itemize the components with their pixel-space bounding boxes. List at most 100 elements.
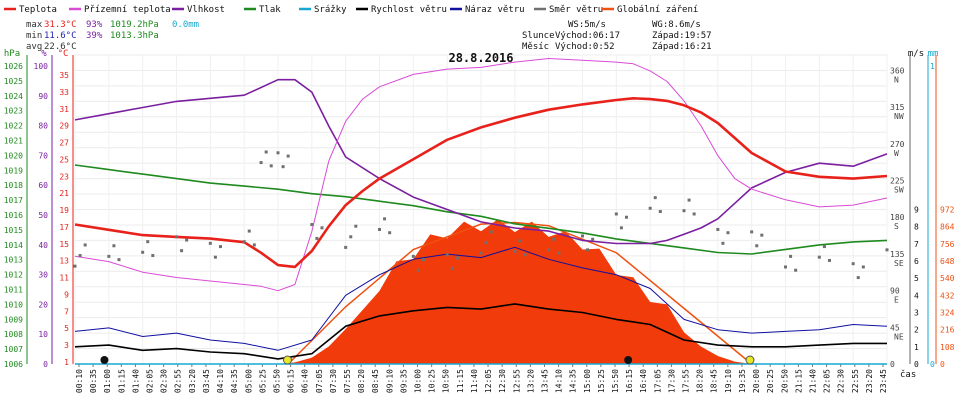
x-tick-label: 12:55 — [512, 369, 521, 393]
wind-direction-point — [851, 262, 855, 266]
temp-tick-label: 17 — [59, 223, 69, 232]
ms-tick-label: 7 — [914, 240, 919, 249]
wind-direction-point — [653, 196, 657, 200]
hpa-tick-label: 1025 — [4, 77, 23, 86]
wind-gust-line — [74, 246, 888, 351]
stats-wg: WG:8.6m/s — [652, 20, 701, 30]
legend-label: Přízemní teplota — [84, 5, 171, 15]
wind-direction-point — [117, 258, 121, 262]
axis-unit: % — [41, 49, 47, 59]
axis-unit: mm — [928, 49, 939, 59]
temp-tick-label: 19 — [59, 206, 69, 215]
x-axis: 00:10 00:35 01:00 01:15 01:40 02:05 02:30 02:55… — [75, 364, 916, 393]
x-tick-label: 10:50 — [442, 369, 451, 393]
dir-tick-label: 0 — [890, 360, 895, 369]
x-tick-label: 04:10 — [216, 369, 225, 393]
temp-tick-label: 25 — [59, 155, 69, 164]
wind-direction-point — [479, 251, 483, 255]
wind-direction-point — [726, 231, 730, 235]
humidity-line — [74, 78, 888, 245]
x-tick-label: 17:30 — [667, 369, 676, 393]
x-tick-label: 14:10 — [555, 369, 564, 393]
temp-tick-label: 5 — [64, 324, 69, 333]
pct-tick-label: 30 — [38, 271, 48, 280]
hpa-tick-label: 1022 — [4, 122, 23, 131]
hpa-tick-label: 1014 — [4, 241, 23, 250]
x-tick-label: 23:20 — [865, 369, 874, 393]
moonset-marker — [624, 356, 633, 364]
hpa-tick-label: 1011 — [4, 286, 23, 295]
dir-tick-label: 360 — [890, 66, 905, 75]
wind-direction-point — [687, 198, 691, 202]
x-tick-label: 07:05 — [315, 369, 324, 393]
hpa-tick-label: 1010 — [4, 300, 23, 309]
wind-direction-point — [141, 250, 145, 254]
wind-direction-point — [523, 253, 527, 257]
x-tick-label: 15:00 — [583, 369, 592, 393]
x-tick-label: 20:00 — [752, 369, 761, 393]
rad-tick-label: 108 — [940, 343, 955, 352]
stats-max-hum: 93% — [86, 20, 103, 30]
pct-tick-label: 70 — [38, 151, 48, 160]
wind-direction-point — [185, 238, 189, 242]
stats-moon-label: Měsíc — [522, 42, 549, 52]
wind-direction-point — [648, 206, 652, 210]
hpa-tick-label: 1018 — [4, 181, 23, 190]
x-tick-label: 17:55 — [682, 369, 691, 393]
wind-speed-line — [74, 303, 887, 360]
rad-tick-label: 432 — [940, 291, 955, 300]
dir-compass-label: E — [894, 296, 899, 305]
hpa-tick-label: 1024 — [4, 92, 23, 101]
wind-direction-point — [513, 249, 517, 253]
wind-direction-point — [354, 224, 358, 228]
wind-direction-point — [827, 258, 831, 262]
wind-direction-point — [856, 276, 860, 280]
hpa-tick-label: 1008 — [4, 330, 23, 339]
temp-tick-label: 29 — [59, 122, 69, 131]
x-tick-label: 07:30 — [329, 369, 338, 393]
chart-date-title: 28.8.2016 — [448, 51, 513, 65]
right-axes: m/s mm360N315NW270W225SW180S135SE90E45NE0… — [890, 49, 955, 369]
moonrise-marker — [100, 356, 109, 364]
temp-tick-label: 7 — [64, 307, 69, 316]
rad-tick-label: 864 — [940, 223, 955, 232]
x-tick-label: 15:50 — [611, 369, 620, 393]
x-tick-label: 12:05 — [484, 369, 493, 393]
wind-direction-point — [349, 235, 353, 239]
x-tick-label: 13:20 — [526, 369, 535, 393]
x-tick-label: 12:30 — [498, 369, 507, 393]
x-tick-label: 19:35 — [738, 369, 747, 393]
wind-direction-point — [817, 255, 821, 259]
wind-direction-point — [242, 240, 246, 244]
dir-tick-label: 135 — [890, 250, 905, 259]
temp-tick-label: 21 — [59, 189, 69, 198]
x-tick-label: 22:05 — [823, 369, 832, 393]
ms-tick-label: 8 — [914, 223, 919, 232]
x-tick-label: 01:15 — [117, 369, 126, 393]
temp-tick-label: 11 — [59, 274, 69, 283]
radiation-layer — [278, 219, 753, 365]
x-tick-label: 02:55 — [174, 369, 183, 393]
x-tick-label: 11:15 — [456, 369, 465, 393]
dir-tick-label: 315 — [890, 103, 905, 112]
dir-tick-label: 180 — [890, 213, 905, 222]
temp-tick-label: 3 — [64, 341, 69, 350]
x-tick-label: 20:50 — [780, 369, 789, 393]
stats-min-hum: 39% — [86, 31, 103, 41]
legend-label: Tlak — [259, 5, 281, 15]
wind-direction-point — [112, 244, 116, 248]
hpa-tick-label: 1015 — [4, 226, 23, 235]
temp-tick-label: 35 — [59, 71, 69, 80]
rad-tick-label: 756 — [940, 240, 955, 249]
wind-direction-point — [624, 215, 628, 219]
dir-compass-label: SW — [894, 186, 904, 195]
wind-direction-point — [315, 236, 319, 240]
wind-direction-point — [614, 212, 618, 216]
wind-direction-point — [180, 249, 184, 253]
axis-unit: m/s — [908, 49, 924, 59]
rad-tick-label: 648 — [940, 257, 955, 266]
wind-direction-point — [547, 248, 551, 252]
dir-compass-label: W — [894, 149, 899, 158]
stats-moonrise: Východ:0:52 — [555, 42, 615, 52]
